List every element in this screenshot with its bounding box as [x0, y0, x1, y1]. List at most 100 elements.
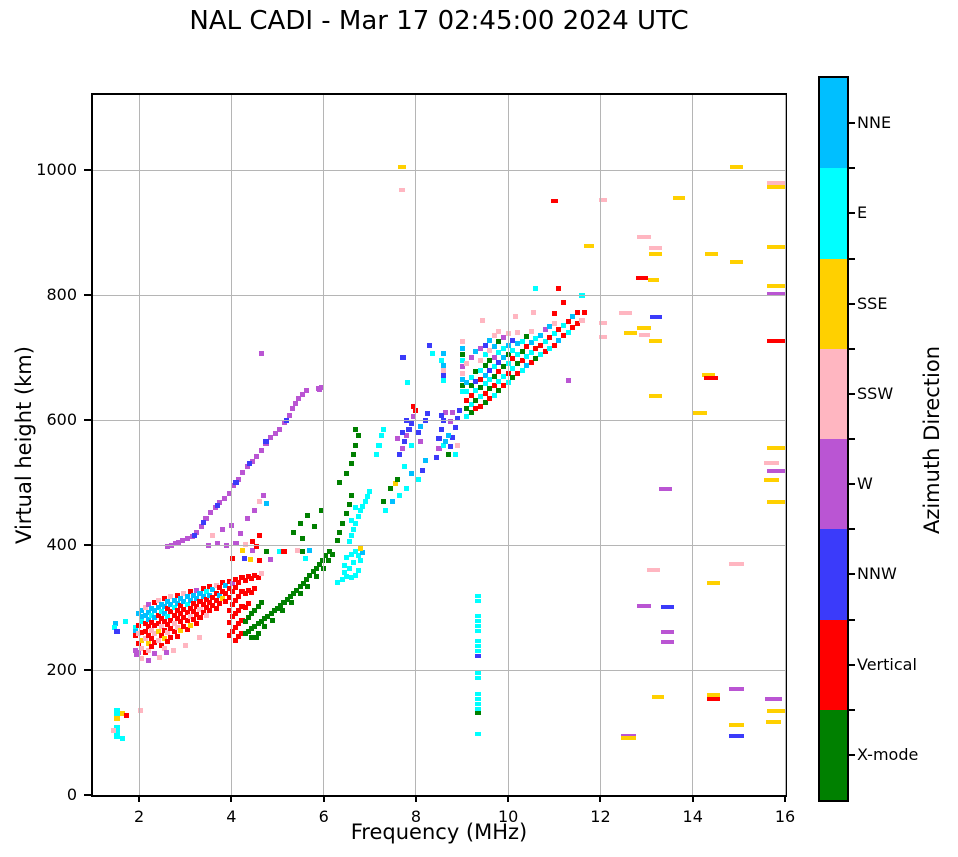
colorbar-category-label: NNW: [857, 564, 897, 584]
data-point: [139, 630, 145, 635]
data-point: [547, 335, 553, 340]
gridline-x: [138, 95, 140, 795]
data-point: [561, 322, 567, 328]
data-point: [182, 642, 188, 648]
chart-title: NAL CADI - Mar 17 02:45:00 2024 UTC: [189, 6, 689, 36]
data-point: [496, 387, 502, 393]
data-point: [168, 601, 174, 607]
data-point: [351, 560, 357, 565]
data-point: [252, 607, 258, 613]
x-tick-label: 14: [682, 807, 703, 826]
data-point: [161, 603, 168, 609]
data-point: [242, 577, 248, 583]
data-point: [477, 385, 484, 390]
data-point: [355, 433, 361, 439]
data-point: [473, 397, 479, 403]
data-point: [318, 385, 324, 390]
data-point: [537, 342, 544, 348]
data-point: [248, 556, 254, 562]
data-point: [110, 727, 116, 733]
data-point: [242, 631, 248, 637]
x-tick: [599, 795, 602, 802]
data-point: [344, 511, 350, 517]
data-point: [420, 467, 426, 473]
data-point: [512, 314, 518, 320]
data-point: [236, 607, 242, 613]
data-point: [171, 612, 177, 618]
data-point: [132, 625, 138, 630]
data-point: [551, 331, 557, 337]
data-point: [550, 199, 558, 204]
x-tick: [230, 795, 233, 802]
data-point: [767, 446, 785, 451]
data-point: [142, 605, 148, 610]
colorbar-segment-x-mode: [820, 709, 847, 800]
data-point: [318, 508, 324, 514]
data-point: [358, 508, 364, 514]
data-point: [475, 629, 482, 634]
data-point: [171, 647, 177, 653]
data-point: [574, 310, 580, 315]
data-point: [353, 572, 359, 578]
data-point: [766, 469, 785, 474]
data-point: [142, 628, 148, 634]
data-point: [537, 351, 544, 357]
data-point: [514, 370, 520, 376]
data-point: [294, 587, 300, 593]
data-point: [254, 543, 260, 549]
data-point: [132, 633, 138, 639]
data-point: [194, 620, 200, 626]
data-point: [316, 561, 323, 567]
data-point: [649, 251, 663, 256]
data-point: [152, 651, 158, 657]
data-point: [401, 464, 407, 470]
data-point: [542, 326, 548, 332]
data-point: [303, 387, 309, 393]
data-point: [229, 589, 235, 595]
data-point: [459, 376, 465, 382]
data-point: [187, 605, 193, 611]
data-point: [326, 548, 332, 554]
data-point: [418, 439, 424, 445]
data-point: [496, 378, 502, 384]
data-point: [464, 397, 470, 403]
data-point: [447, 418, 454, 424]
data-point: [123, 712, 129, 718]
data-point: [245, 587, 251, 593]
data-point: [236, 633, 242, 639]
data-point: [397, 451, 403, 457]
data-point: [346, 501, 352, 507]
data-point: [210, 595, 216, 600]
data-point: [400, 355, 406, 360]
data-point: [501, 355, 507, 360]
data-point: [524, 343, 530, 349]
data-point: [229, 601, 235, 607]
data-point: [528, 328, 534, 334]
data-point: [487, 386, 493, 392]
y-tick-label: 400: [46, 535, 77, 554]
data-point: [270, 617, 276, 623]
data-point: [450, 410, 456, 415]
data-point: [191, 532, 198, 538]
data-point: [203, 516, 209, 522]
data-point: [181, 591, 187, 597]
data-point: [258, 618, 264, 624]
data-point: [152, 600, 158, 605]
data-point: [514, 361, 520, 367]
data-point: [165, 630, 171, 635]
data-point: [441, 377, 447, 383]
data-point: [233, 480, 239, 485]
data-point: [475, 696, 482, 701]
data-point: [226, 586, 232, 592]
gridline-x: [415, 95, 417, 795]
data-point: [468, 355, 474, 360]
data-point: [475, 644, 482, 649]
data-point: [184, 610, 190, 615]
data-point: [704, 251, 718, 256]
data-point: [766, 709, 785, 714]
data-point: [707, 693, 720, 697]
data-point: [191, 592, 197, 598]
data-point: [208, 510, 214, 515]
data-point: [235, 476, 241, 482]
